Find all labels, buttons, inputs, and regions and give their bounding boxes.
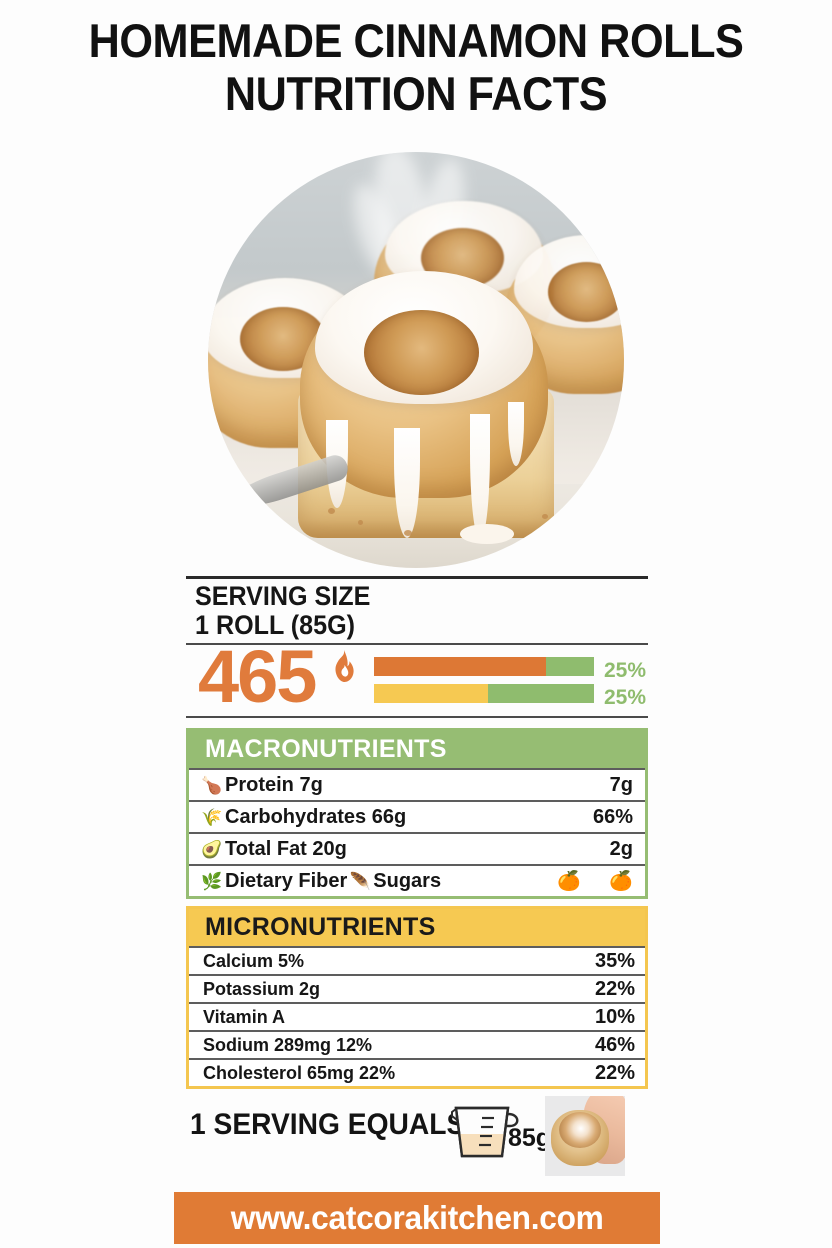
micronutrients-section: MICRONUTRIENTS Calcium 5% 35% Potassium …	[186, 906, 648, 1089]
hand-holding-cinnamon-roll-photo	[545, 1096, 625, 1176]
macro-label-dietary-fiber: Dietary Fiber	[225, 869, 348, 892]
micro-value-cholesterol: 22%	[594, 1061, 635, 1084]
page-title: HOMEMADE CINNAMON ROLLS NUTRITION FACTS	[0, 14, 832, 120]
glaze-puddle	[460, 524, 514, 544]
feather-icon: 🪶	[349, 871, 371, 891]
micro-label-vitamin-a: Vitamin A	[203, 1006, 286, 1027]
calorie-bar-2	[374, 684, 594, 703]
micro-value-calcium: 35%	[594, 949, 635, 972]
title-line-1: HOMEMADE CINNAMON ROLLS	[88, 14, 744, 67]
micro-value-potassium: 22%	[594, 977, 635, 1000]
macro-label-carbohydrates: Carbohydrates 66g	[225, 805, 407, 828]
micro-value-sodium: 46%	[594, 1033, 635, 1056]
glaze-drip	[470, 414, 490, 540]
table-row: Cholesterol 65mg 22% 22%	[189, 1058, 645, 1086]
avocado-icon: 🥑	[201, 839, 223, 859]
micro-label-potassium: Potassium 2g	[203, 978, 321, 999]
micronutrients-heading: MICRONUTRIENTS	[189, 909, 645, 946]
macro-label-protein: Protein 7g	[225, 773, 323, 796]
macro-value-carbohydrates: 66%	[592, 805, 633, 828]
table-row: Sodium 289mg 12% 46%	[189, 1030, 645, 1058]
crumb	[404, 530, 412, 536]
calorie-bar-1	[374, 657, 594, 676]
calorie-bar-2-fill	[374, 684, 489, 703]
table-row: 🌿 Dietary Fiber 🪶 Sugars 🍊 🍊	[189, 864, 645, 896]
micro-value-vitamin-a: 10%	[594, 1005, 635, 1028]
crumb	[328, 508, 335, 514]
wheat-icon: 🌾	[201, 807, 223, 827]
serving-size-block: SERVING SIZE 1 ROLL (85g)	[195, 582, 384, 640]
flame-icon	[331, 650, 357, 682]
micro-label-sodium: Sodium 289mg 12%	[203, 1034, 373, 1055]
poultry-leg-icon: 🍗	[201, 775, 223, 795]
macro-value-dietary-fiber: 🍊	[557, 871, 581, 892]
serving-size-value: 1 ROLL (85g)	[195, 610, 356, 640]
serving-size-label: SERVING SIZE	[195, 581, 371, 611]
serving-equals-label: 1 SERVING EQUALS	[190, 1108, 466, 1141]
cinnamon-rolls-photo	[208, 152, 624, 568]
micro-label-calcium: Calcium 5%	[203, 950, 305, 971]
cinnamon-roll-front	[300, 271, 548, 498]
calorie-bar-2-percent: 25%	[604, 686, 647, 709]
macro-value-sugars: 🍊	[609, 871, 633, 892]
divider-serving	[186, 643, 648, 645]
divider-top	[186, 576, 648, 579]
macro-label-total-fat: Total Fat 20g	[225, 837, 347, 860]
table-row: 🍗 Protein 7g 7g	[189, 768, 645, 800]
table-row: Calcium 5% 35%	[189, 946, 645, 974]
hero-image	[208, 152, 624, 568]
divider-calories	[186, 716, 648, 718]
crumb	[358, 520, 363, 525]
calorie-value: 465	[198, 635, 317, 718]
calorie-bar-1-fill	[374, 657, 546, 676]
measuring-cup-icon	[450, 1100, 524, 1162]
calorie-bar-1-percent: 25%	[604, 659, 647, 682]
glaze-drip	[508, 402, 524, 466]
micro-label-cholesterol: Cholesterol 65mg 22%	[203, 1062, 396, 1083]
table-row: 🌾 Carbohydrates 66g 66%	[189, 800, 645, 832]
title-line-2: NUTRITION FACTS	[224, 67, 608, 120]
roll-swirl	[547, 262, 624, 322]
macro-label-sugars: Sugars	[373, 869, 442, 892]
table-row: Potassium 2g 22%	[189, 974, 645, 1002]
table-row: 🥑 Total Fat 20g 2g	[189, 832, 645, 864]
macronutrients-section: MACRONUTRIENTS 🍗 Protein 7g 7g 🌾 Carbohy…	[186, 728, 648, 899]
website-banner[interactable]: www.catcorakitchen.com	[174, 1192, 660, 1244]
roll-swirl	[559, 1112, 601, 1148]
calorie-bars	[374, 657, 594, 711]
macro-value-total-fat: 2g	[609, 837, 633, 860]
table-row: Vitamin A 10%	[189, 1002, 645, 1030]
macronutrients-heading: MACRONUTRIENTS	[189, 731, 645, 768]
serving-weight: 85g	[508, 1124, 552, 1152]
macro-value-protein: 7g	[609, 773, 633, 796]
roll-swirl	[364, 309, 479, 396]
website-url: www.catcorakitchen.com	[230, 1199, 604, 1236]
crumb	[542, 514, 548, 519]
herb-icon: 🌿	[201, 871, 223, 891]
